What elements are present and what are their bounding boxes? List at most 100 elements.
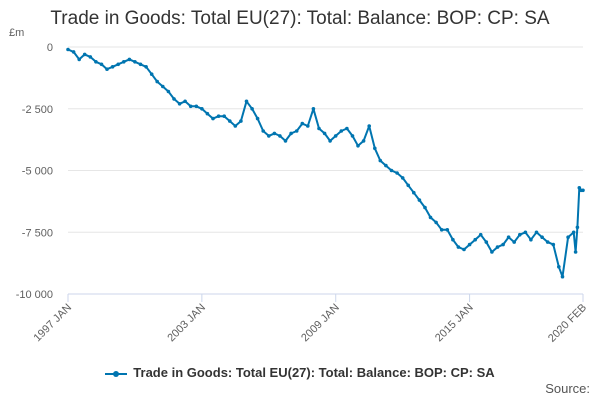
- data-point: [99, 62, 104, 67]
- data-point: [133, 60, 137, 64]
- data-point: [573, 250, 578, 254]
- data-point: [423, 205, 427, 210]
- data-point: [222, 114, 226, 118]
- data-point: [557, 265, 561, 269]
- data-point: [439, 228, 444, 232]
- data-point: [127, 57, 132, 62]
- chart-title: Trade in Goods: Total EU(27): Total: Bal…: [50, 8, 550, 29]
- data-point: [244, 99, 249, 104]
- data-point: [88, 55, 93, 59]
- data-point: [300, 121, 305, 126]
- data-point: [512, 240, 516, 244]
- data-point: [384, 163, 388, 168]
- data-point: [250, 107, 254, 111]
- data-point: [571, 230, 576, 235]
- data-point: [82, 52, 87, 57]
- data-point: [255, 116, 260, 121]
- data-point: [467, 242, 472, 247]
- data-point: [155, 79, 159, 84]
- data-point: [177, 102, 182, 106]
- data-point: [367, 124, 372, 128]
- data-point: [400, 176, 405, 180]
- data-point: [545, 240, 550, 244]
- data-point: [272, 131, 277, 136]
- data-point: [278, 134, 282, 138]
- y-tick-label: -7 500: [22, 227, 53, 239]
- data-point: [373, 146, 377, 151]
- data-point: [77, 57, 81, 62]
- data-point: [395, 171, 399, 175]
- data-point: [328, 139, 332, 143]
- data-point: [356, 144, 360, 148]
- data-point: [200, 107, 204, 111]
- data-point: [172, 97, 176, 101]
- x-axis: [67, 293, 584, 302]
- data-point: [205, 111, 210, 116]
- data-point: [518, 232, 522, 237]
- data-point: [71, 50, 76, 54]
- x-tick-label: 2009 JAN: [299, 302, 342, 345]
- data-point: [478, 232, 483, 237]
- data-point: [484, 240, 489, 244]
- data-point: [434, 220, 438, 225]
- y-axis-tick-labels: 0 -2 500 -5 000 -7 500 -10 000: [16, 42, 53, 301]
- data-point: [311, 107, 316, 111]
- x-tick-label: 2015 JAN: [433, 302, 476, 345]
- data-point: [412, 190, 416, 195]
- data-point: [577, 186, 582, 190]
- y-tick-label: -5 000: [22, 166, 53, 178]
- data-point: [406, 183, 411, 188]
- data-point: [166, 89, 171, 94]
- data-point: [560, 274, 565, 279]
- data-point: [350, 134, 355, 138]
- x-tick-label: 1997 JAN: [31, 302, 74, 345]
- data-point: [289, 131, 293, 136]
- data-point: [144, 65, 148, 69]
- data-point: [294, 129, 299, 133]
- data-point: [322, 131, 327, 136]
- data-point: [110, 65, 115, 69]
- x-axis-tick-labels: 1997 JAN 2003 JAN 2009 JAN 2015 JAN 2020 FEB: [31, 302, 589, 345]
- y-tick-label: -10 000: [16, 289, 53, 301]
- data-point: [138, 62, 143, 67]
- data-point: [523, 230, 528, 235]
- data-point: [149, 72, 154, 76]
- data-point: [267, 134, 271, 138]
- data-point: [575, 225, 580, 230]
- legend[interactable]: Trade in Goods: Total EU(27): Total: Bal…: [0, 365, 600, 380]
- data-point: [216, 114, 221, 118]
- data-point: [306, 124, 310, 128]
- data-point: [495, 245, 500, 249]
- data-point: [317, 126, 321, 131]
- source-label: Source:: [545, 381, 590, 396]
- legend-swatch: [105, 369, 128, 379]
- data-point: [428, 215, 433, 220]
- data-point: [345, 126, 349, 131]
- data-point: [283, 139, 288, 143]
- data-point: [490, 250, 494, 254]
- x-tick-label: 2020 FEB: [546, 302, 589, 345]
- data-point: [445, 228, 450, 232]
- data-point: [566, 235, 570, 239]
- y-tick-label: -2 500: [22, 104, 53, 116]
- data-point: [233, 124, 238, 128]
- data-point: [451, 237, 455, 242]
- data-point: [501, 242, 505, 247]
- data-point: [389, 168, 394, 173]
- y-tick-label: 0: [47, 42, 53, 54]
- data-point: [529, 237, 533, 242]
- data-point: [551, 242, 556, 247]
- data-point: [188, 104, 193, 109]
- data-point: [506, 235, 511, 239]
- legend-label: Trade in Goods: Total EU(27): Total: Bal…: [133, 365, 495, 380]
- data-point: [462, 247, 466, 252]
- data-point: [211, 116, 215, 121]
- data-point: [183, 99, 187, 104]
- data-point: [581, 188, 585, 193]
- data-point: [116, 62, 120, 67]
- data-point: [94, 60, 98, 64]
- data-point: [228, 119, 232, 123]
- data-point: [333, 134, 338, 138]
- data-point: [534, 230, 539, 235]
